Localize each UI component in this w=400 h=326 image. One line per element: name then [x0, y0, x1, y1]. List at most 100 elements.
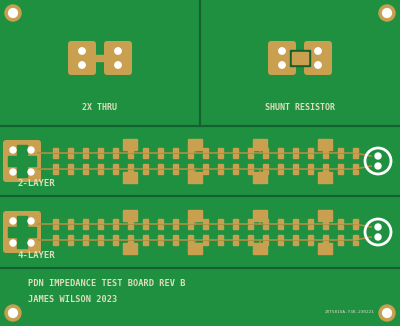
Text: 2X THRU: 2X THRU [82, 103, 118, 112]
Bar [338, 154, 342, 158]
Bar [218, 164, 222, 168]
Bar [202, 241, 208, 245]
Bar [172, 235, 178, 239]
Bar [322, 170, 328, 174]
FancyBboxPatch shape [3, 211, 41, 253]
Text: 2-LAYER: 2-LAYER [18, 179, 56, 188]
Circle shape [9, 309, 18, 318]
Bar [248, 148, 252, 152]
Bar [188, 164, 192, 168]
Bar [352, 148, 358, 152]
Bar [17, 216, 27, 248]
Bar [142, 164, 148, 168]
Text: SHUNT RESISTOR: SHUNT RESISTOR [265, 103, 335, 112]
Circle shape [79, 48, 85, 54]
Bar [292, 219, 298, 223]
Circle shape [9, 8, 18, 17]
Bar [52, 164, 58, 168]
Bar [278, 225, 282, 229]
Text: 2XT581SA-Y38-230221: 2XT581SA-Y38-230221 [325, 310, 375, 314]
Bar [262, 154, 268, 158]
Bar [338, 164, 342, 168]
Bar [248, 154, 252, 158]
Bar [338, 225, 342, 229]
Bar [142, 241, 148, 245]
FancyBboxPatch shape [68, 41, 96, 75]
Circle shape [379, 305, 395, 321]
Bar [292, 241, 298, 245]
Bar [248, 170, 252, 174]
Bar [128, 154, 132, 158]
Bar [142, 148, 148, 152]
Bar [158, 170, 162, 174]
Bar [82, 225, 88, 229]
Bar [262, 164, 268, 168]
Bar [322, 219, 328, 223]
Bar [308, 164, 312, 168]
Bar [52, 219, 58, 223]
Bar [352, 241, 358, 245]
Bar [123, 210, 137, 221]
Bar [142, 235, 148, 239]
Circle shape [383, 8, 391, 17]
Bar [68, 219, 72, 223]
Bar [52, 241, 58, 245]
Bar [262, 170, 268, 174]
Bar [292, 148, 298, 152]
Bar [188, 170, 192, 174]
Bar [8, 227, 36, 237]
Bar [248, 235, 252, 239]
Bar [248, 164, 252, 168]
Bar [308, 225, 312, 229]
Bar [262, 235, 268, 239]
Circle shape [28, 147, 34, 153]
Bar [322, 235, 328, 239]
Bar [128, 164, 132, 168]
Circle shape [115, 62, 121, 68]
Bar [188, 235, 192, 239]
Bar [278, 148, 282, 152]
Bar [338, 235, 342, 239]
Bar [82, 235, 88, 239]
Circle shape [315, 48, 321, 54]
Bar [52, 170, 58, 174]
Bar [98, 170, 102, 174]
Bar [158, 235, 162, 239]
Circle shape [383, 309, 391, 318]
Bar [98, 225, 102, 229]
Bar [8, 156, 36, 166]
FancyBboxPatch shape [268, 41, 296, 75]
Bar [292, 52, 308, 64]
Bar [68, 148, 72, 152]
Bar [248, 241, 252, 245]
Bar [278, 154, 282, 158]
Bar [98, 235, 102, 239]
Bar [308, 241, 312, 245]
Bar [128, 219, 132, 223]
Bar [253, 243, 267, 254]
Bar [172, 154, 178, 158]
Bar [322, 154, 328, 158]
Bar [232, 164, 238, 168]
Bar [172, 241, 178, 245]
Bar [142, 219, 148, 223]
Bar [262, 148, 268, 152]
Bar [308, 170, 312, 174]
Bar [188, 219, 192, 223]
Bar [318, 139, 332, 150]
Bar [218, 235, 222, 239]
Bar [188, 210, 202, 221]
Bar [232, 148, 238, 152]
Bar [158, 164, 162, 168]
Bar [98, 241, 102, 245]
Bar [82, 154, 88, 158]
Bar [52, 235, 58, 239]
FancyBboxPatch shape [304, 41, 332, 75]
Circle shape [10, 147, 16, 153]
Bar [318, 210, 332, 221]
Bar [158, 241, 162, 245]
Circle shape [79, 62, 85, 68]
Bar [292, 154, 298, 158]
Bar [278, 241, 282, 245]
Bar [292, 164, 298, 168]
